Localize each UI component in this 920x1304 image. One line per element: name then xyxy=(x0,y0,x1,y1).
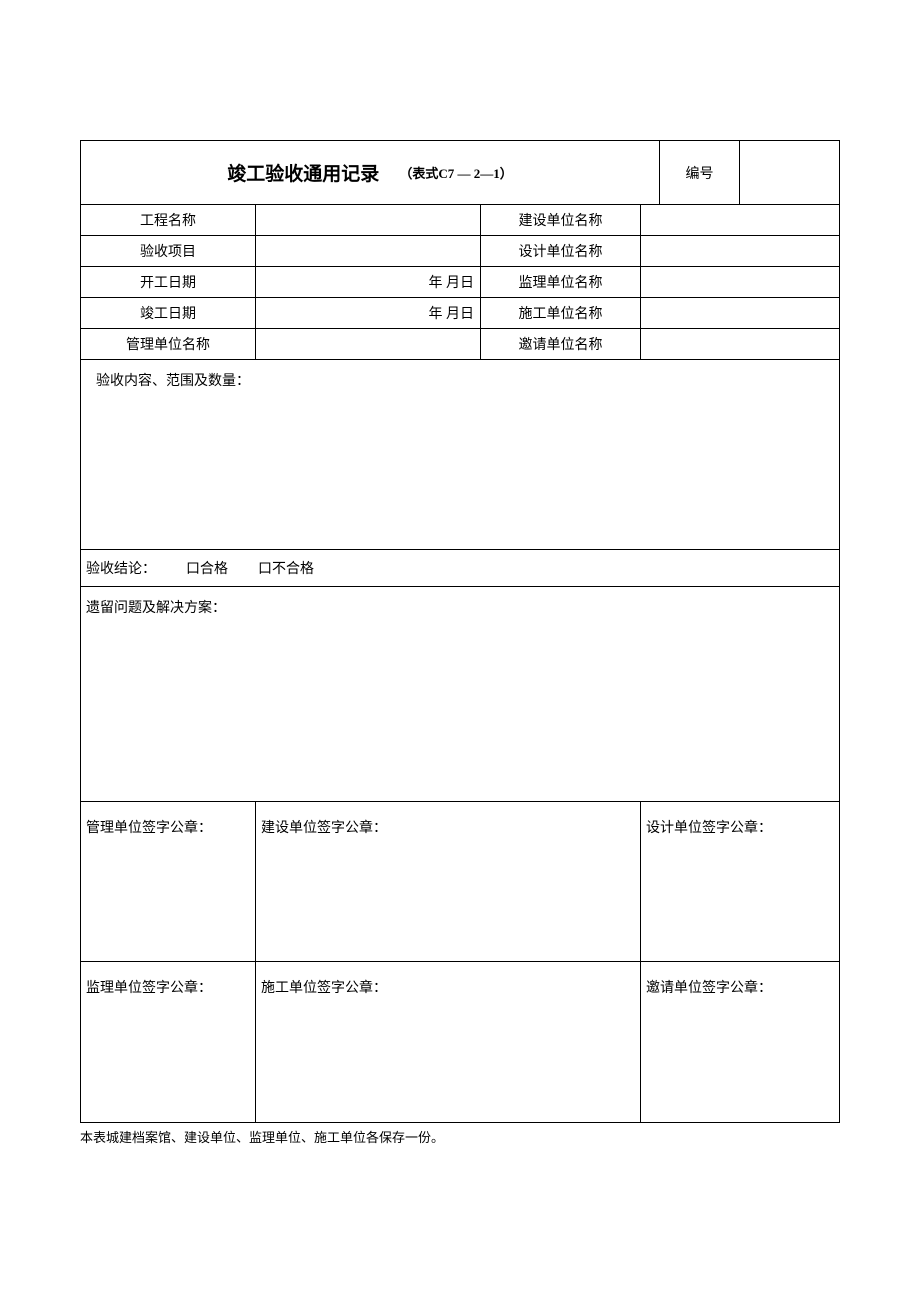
content-label: 验收内容、范围及数量： xyxy=(96,374,250,389)
bianhao-value xyxy=(739,141,839,204)
design-unit-label: 设计单位名称 xyxy=(481,236,641,266)
remaining-section: 遗留问题及解决方案： xyxy=(81,587,839,802)
sign-management: 管理单位签字公章： xyxy=(81,802,256,961)
end-date-value: 年 月日 xyxy=(256,298,481,328)
start-date-value: 年 月日 xyxy=(256,267,481,297)
info-row-2: 验收项目 设计单位名称 xyxy=(81,236,839,267)
info-row-1: 工程名称 建设单位名称 xyxy=(81,205,839,236)
acceptance-item-label: 验收项目 xyxy=(81,236,256,266)
start-date-label: 开工日期 xyxy=(81,267,256,297)
project-name-label: 工程名称 xyxy=(81,205,256,235)
bianhao-label: 编号 xyxy=(659,141,739,204)
form-table: 竣工验收通用记录 （表式C7 — 2—1） 编号 工程名称 建设单位名称 验收项… xyxy=(80,140,840,1123)
info-row-3: 开工日期 年 月日 监理单位名称 xyxy=(81,267,839,298)
conclusion-label: 验收结论： xyxy=(86,558,156,578)
management-unit-value xyxy=(256,329,481,359)
content-section: 验收内容、范围及数量： xyxy=(81,360,839,550)
title-main: 竣工验收通用记录 xyxy=(227,159,379,186)
sign-row-2: 监理单位签字公章： 施工单位签字公章： 邀请单位签字公章： xyxy=(81,962,839,1122)
construction-unit-value xyxy=(641,205,839,235)
contractor-unit-label: 施工单位名称 xyxy=(481,298,641,328)
conclusion-section: 验收结论： 口合格 口不合格 xyxy=(81,550,839,587)
sign-invited: 邀请单位签字公章： xyxy=(641,962,839,1122)
sign-row-1: 管理单位签字公章： 建设单位签字公章： 设计单位签字公章： xyxy=(81,802,839,962)
construction-unit-label: 建设单位名称 xyxy=(481,205,641,235)
footer-note: 本表城建档案馆、建设单位、监理单位、施工单位各保存一份。 xyxy=(80,1127,840,1146)
info-row-4: 竣工日期 年 月日 施工单位名称 xyxy=(81,298,839,329)
title-cell: 竣工验收通用记录 （表式C7 — 2—1） xyxy=(81,141,659,204)
invited-unit-label: 邀请单位名称 xyxy=(481,329,641,359)
remaining-label: 遗留问题及解决方案： xyxy=(86,601,226,616)
sign-contractor: 施工单位签字公章： xyxy=(256,962,641,1122)
sign-design: 设计单位签字公章： xyxy=(641,802,839,961)
invited-unit-value xyxy=(641,329,839,359)
end-date-label: 竣工日期 xyxy=(81,298,256,328)
sign-construction: 建设单位签字公章： xyxy=(256,802,641,961)
conclusion-fail: 口不合格 xyxy=(258,558,314,578)
supervision-unit-value xyxy=(641,267,839,297)
design-unit-value xyxy=(641,236,839,266)
acceptance-item-value xyxy=(256,236,481,266)
contractor-unit-value xyxy=(641,298,839,328)
management-unit-label: 管理单位名称 xyxy=(81,329,256,359)
info-row-5: 管理单位名称 邀请单位名称 xyxy=(81,329,839,360)
conclusion-pass: 口合格 xyxy=(186,558,228,578)
header-row: 竣工验收通用记录 （表式C7 — 2—1） 编号 xyxy=(81,141,839,205)
title-sub: （表式C7 — 2—1） xyxy=(399,163,512,182)
supervision-unit-label: 监理单位名称 xyxy=(481,267,641,297)
project-name-value xyxy=(256,205,481,235)
sign-supervision: 监理单位签字公章： xyxy=(81,962,256,1122)
